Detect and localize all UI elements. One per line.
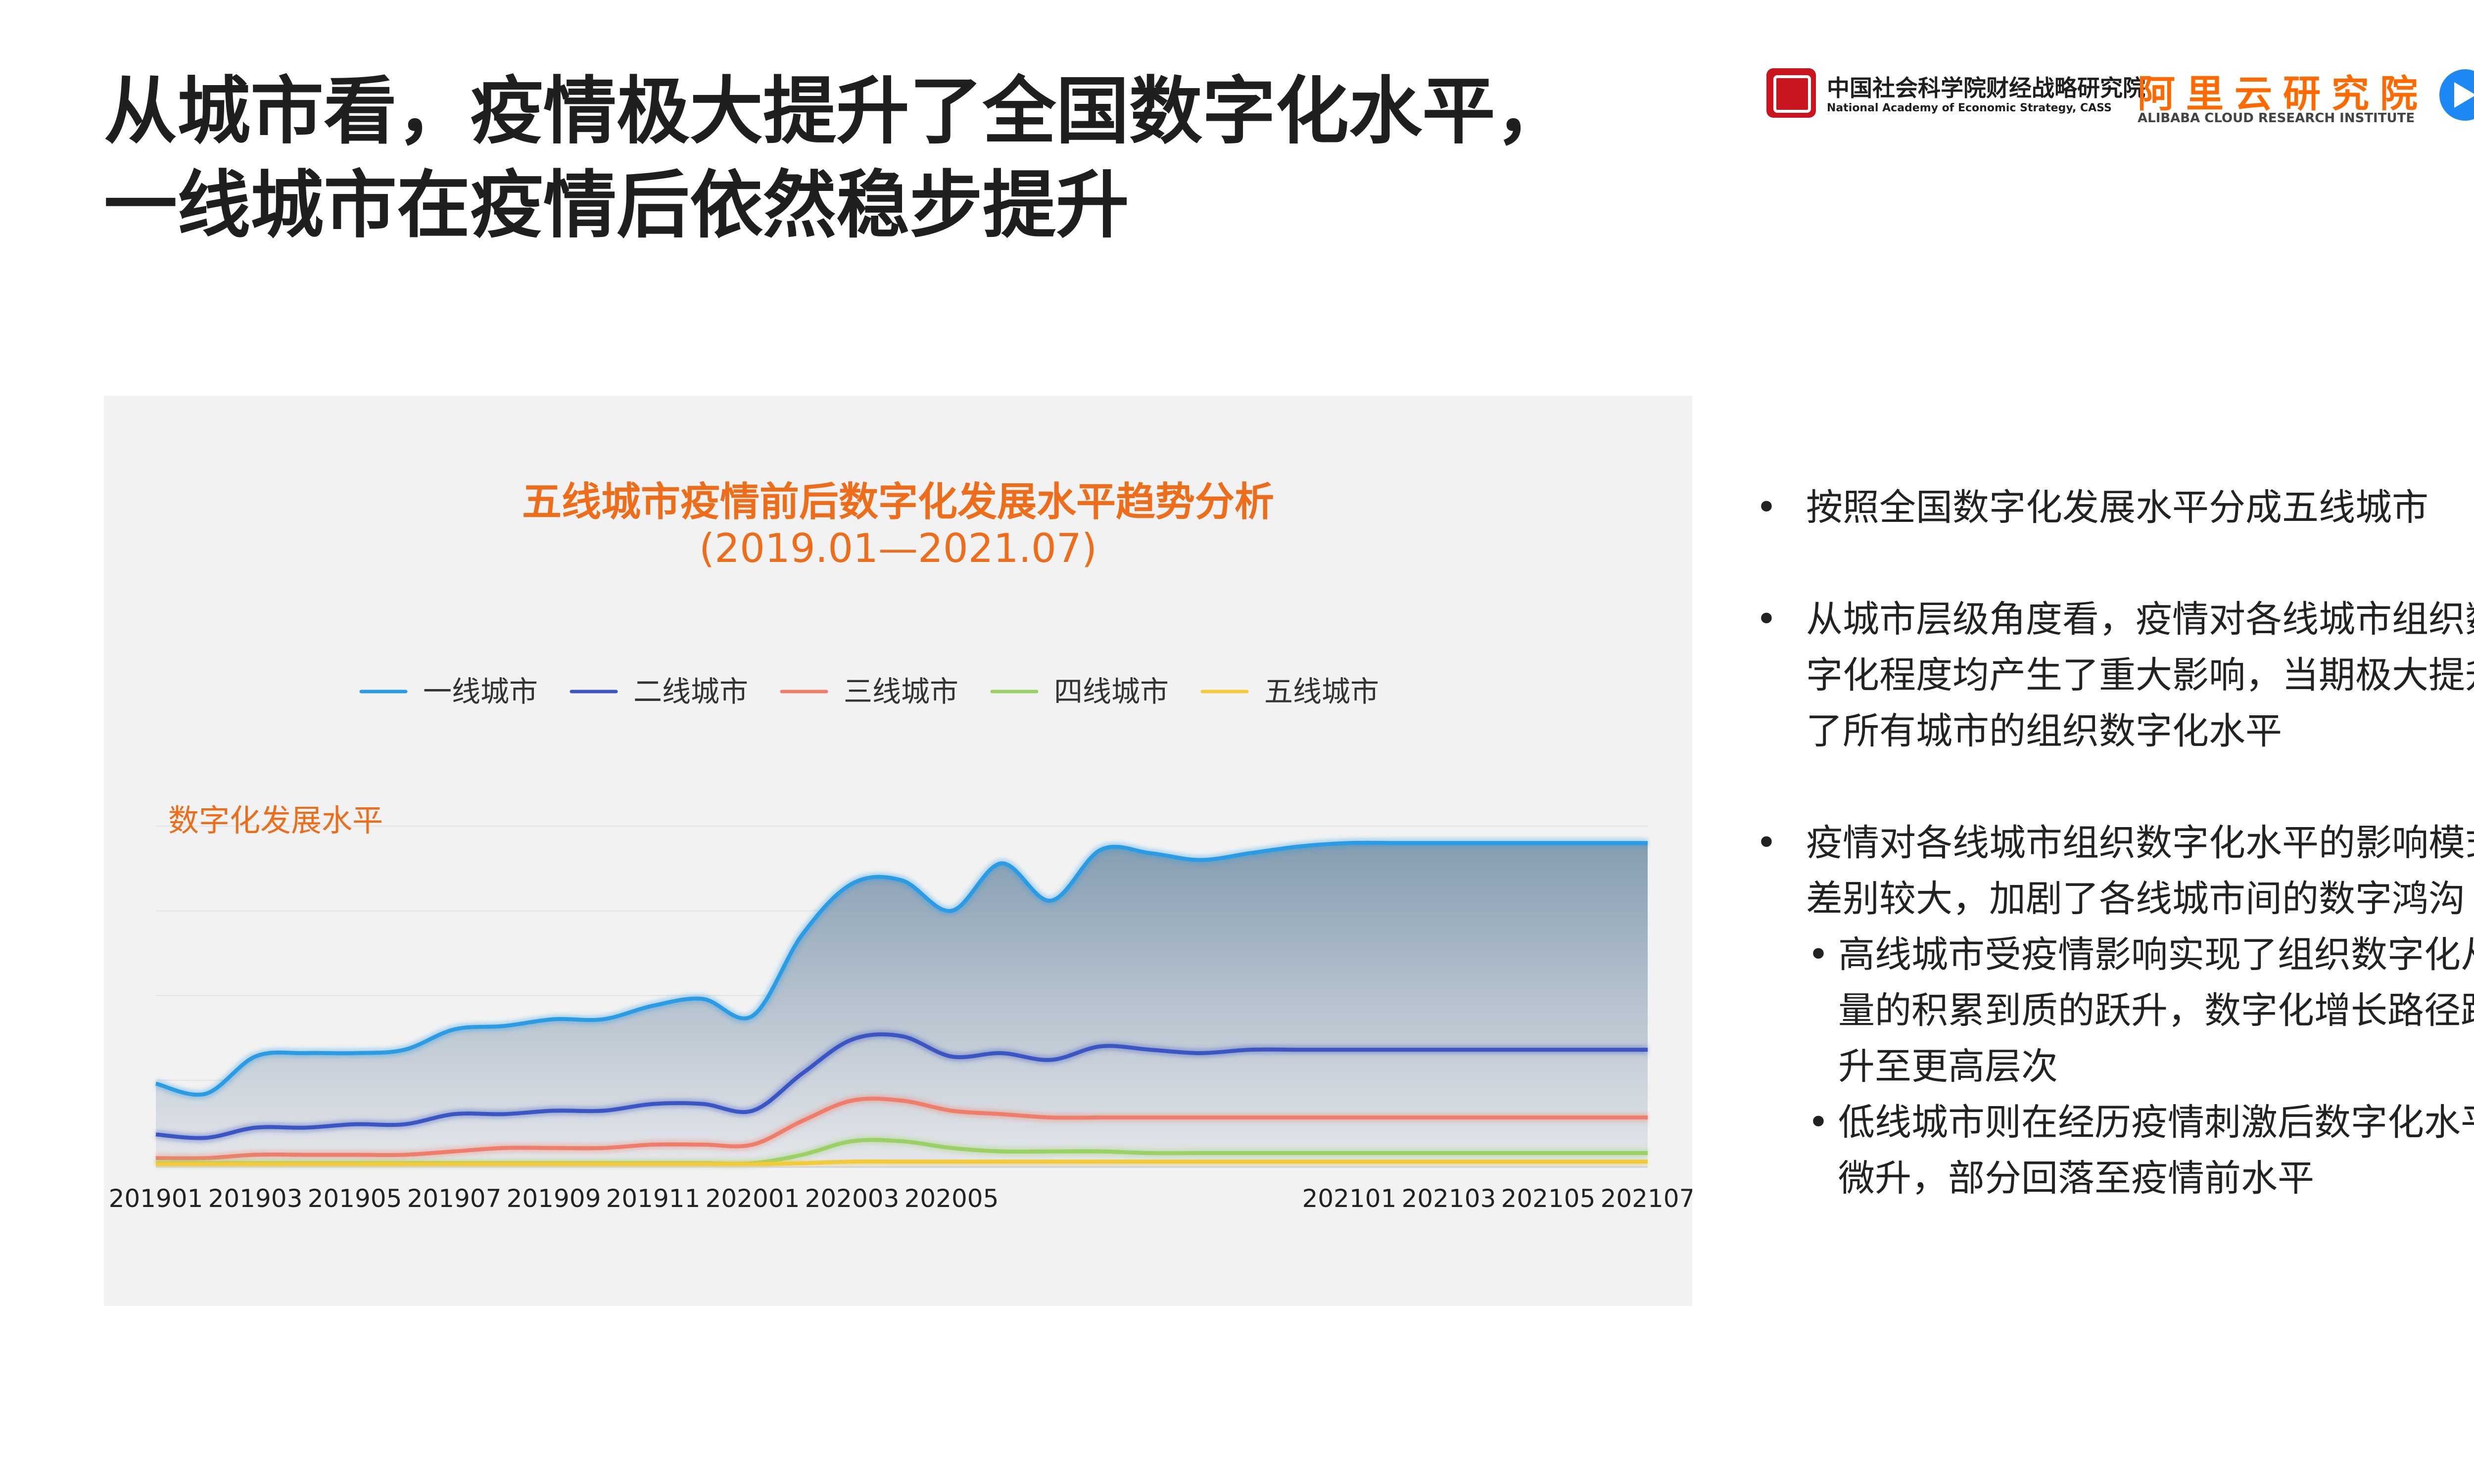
bullet-dot-icon: • — [1756, 486, 1777, 529]
x-tick-label: 202105 — [1501, 1184, 1596, 1213]
sub-bullet-item: • 低线城市则在经历疫情刺激后数字化水平 微升，部分回落至疫情前水平 — [1752, 1095, 2474, 1206]
page-headline: 从城市看，疫情极大提升了全国数字化水平， 一线城市在疫情后依然稳步提升 — [104, 64, 1737, 252]
legend-label-2: 二线城市 — [633, 675, 748, 708]
x-tick-label: 201905 — [308, 1184, 402, 1213]
chart-title: 五线城市疫情前后数字化发展水平趋势分析 — [522, 479, 1274, 525]
aliyun-name-en: ALIBABA CLOUD RESEARCH INSTITUTE — [2138, 111, 2415, 126]
sub-bullet-text-line: 低线城市则在经历疫情刺激后数字化水平 — [1838, 1101, 2474, 1144]
x-tick-label: 202005 — [904, 1184, 999, 1213]
bullet-item: • 按照全国数字化发展水平分成五线城市 — [1752, 480, 2474, 536]
x-tick-label: 201911 — [606, 1184, 701, 1213]
sub-bullet-text-line: 微升，部分回落至疫情前水平 — [1838, 1157, 2314, 1200]
findings-list: • 按照全国数字化发展水平分成五线城市 • 从城市层级角度看，疫情对各线城市组织数 字化… — [1752, 480, 2474, 1206]
headline-line-1: 从城市看，疫情极大提升了全国数字化水平， — [104, 69, 1569, 154]
y-axis-label: 数字化发展水平 — [168, 802, 383, 838]
headline-line-2: 一线城市在疫情后依然稳步提升 — [104, 163, 1129, 248]
x-tick-label: 201903 — [208, 1184, 303, 1213]
sub-bullet-text-line: 高线城市受疫情影响实现了组织数字化从 — [1838, 933, 2474, 976]
aliyun-research-logo: 阿里云研究院 ALIBABA CLOUD RESEARCH INSTITUTE — [2138, 63, 2434, 128]
aliyun-name-cn: 阿里云研究院 — [2138, 72, 2428, 116]
series-line-2 — [155, 1032, 1648, 1140]
bullet-text-line: 从城市层级角度看，疫情对各线城市组织数 — [1806, 598, 2474, 641]
legend-label-3: 三线城市 — [844, 675, 958, 708]
chart-subtitle: (2019.01—2021.07) — [699, 525, 1097, 571]
x-tick-label: 202001 — [706, 1184, 800, 1213]
bullet-item: • 疫情对各线城市组织数字化水平的影响模式 差别较大，加剧了各线城市间的数字鸿沟 — [1752, 815, 2474, 927]
series-area-1 — [156, 842, 1648, 1165]
bullet-text-line: 字化程度均产生了重大影响，当期极大提升 — [1806, 654, 2474, 696]
x-tick-label: 201909 — [507, 1184, 601, 1213]
legend-label-4: 四线城市 — [1054, 675, 1169, 708]
cass-seal-icon — [1766, 68, 1816, 118]
series-line-1 — [155, 840, 1648, 1097]
legend-label-1: 一线城市 — [423, 675, 538, 708]
dingtalk-logo: 钉钉 — [2439, 67, 2474, 127]
bullet-dot-icon: • — [1756, 822, 1777, 864]
x-tick-label: 202003 — [805, 1184, 900, 1213]
cass-logo: 中国社会科学院财经战略研究院 National Academy of Econo… — [1766, 65, 2145, 125]
cass-name-cn: 中国社会科学院财经战略研究院 — [1827, 75, 2145, 101]
cass-name-en: National Academy of Economic Strategy, C… — [1827, 102, 2112, 114]
bullet-text-line: 按照全国数字化发展水平分成五线城市 — [1806, 486, 2428, 529]
series-line-5 — [156, 1159, 1648, 1166]
bullet-gap — [1752, 759, 2474, 815]
sub-bullet-text-line: 升至更高层次 — [1838, 1045, 2058, 1088]
bullet-gap — [1752, 536, 2474, 592]
legend-label-5: 五线城市 — [1264, 675, 1379, 708]
sub-bullet-dot-icon: • — [1808, 933, 1829, 976]
bullet-text-line: 差别较大，加剧了各线城市间的数字鸿沟 — [1806, 878, 2465, 920]
series-line-3 — [155, 1096, 1648, 1160]
sub-bullet-dot-icon: • — [1808, 1101, 1829, 1144]
sub-bullet-text-line: 量的积累到质的跃升，数字化增长路径跃 — [1838, 989, 2474, 1032]
bullet-text-line: 疫情对各线城市组织数字化水平的影响模式 — [1806, 822, 2474, 864]
sub-bullet-item: • 高线城市受疫情影响实现了组织数字化从 量的积累到质的跃升，数字化增长路径跃 升至更… — [1752, 927, 2474, 1095]
bullet-text-line: 了所有城市的组织数字化水平 — [1806, 710, 2282, 752]
bullet-dot-icon: • — [1756, 598, 1777, 641]
x-tick-label: 202103 — [1402, 1184, 1496, 1213]
x-tick-label: 201901 — [109, 1184, 203, 1213]
chart-panel: 五线城市疫情前后数字化发展水平趋势分析 (2019.01—2021.07) 一线… — [104, 396, 1692, 1306]
x-tick-label: 201907 — [407, 1184, 502, 1213]
x-tick-label: 202107 — [1601, 1184, 1692, 1213]
dingtalk-wing-icon — [2439, 69, 2474, 121]
x-tick-label: 202101 — [1302, 1184, 1397, 1213]
bullet-item: • 从城市层级角度看，疫情对各线城市组织数 字化程度均产生了重大影响，当期极大提升了… — [1752, 592, 2474, 759]
